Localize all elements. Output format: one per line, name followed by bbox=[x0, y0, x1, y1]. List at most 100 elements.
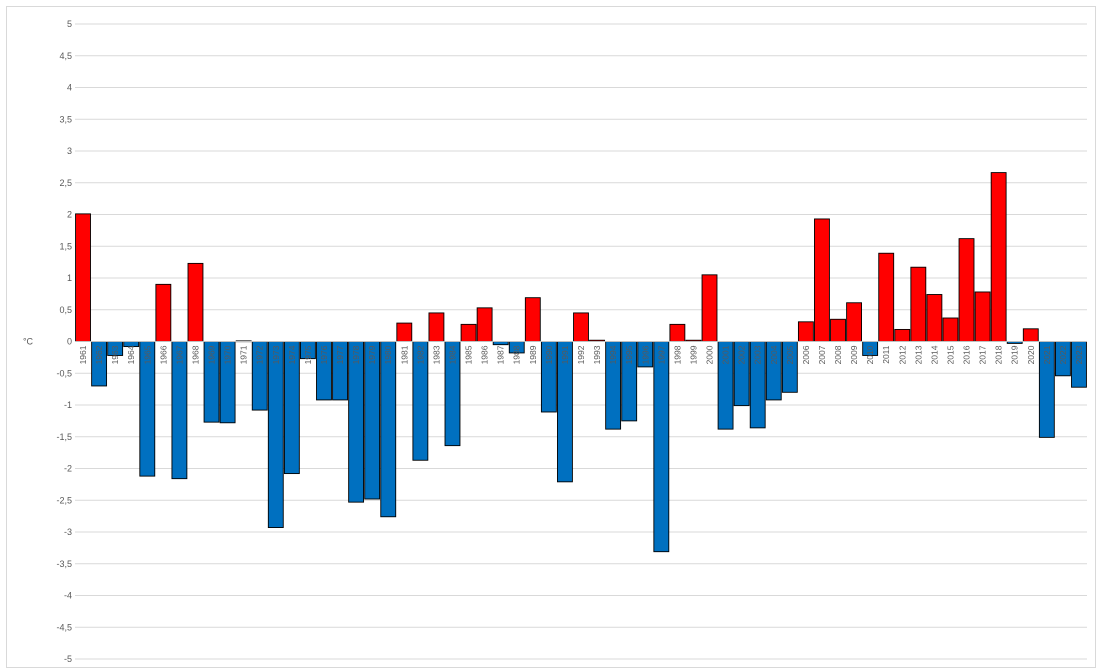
y-tick-label: 5 bbox=[67, 19, 72, 29]
y-tick-label: -0,5 bbox=[56, 368, 72, 378]
bar-2006 bbox=[797, 321, 814, 342]
bar-1986 bbox=[476, 307, 493, 342]
x-tick-label: 2016 bbox=[962, 345, 972, 364]
x-tick-label: 2004 bbox=[769, 345, 779, 364]
x-tick-label: 1981 bbox=[399, 345, 409, 364]
y-tick-label: 3,5 bbox=[59, 114, 72, 124]
bar-1968 bbox=[187, 262, 204, 342]
x-tick-label: 2005 bbox=[785, 345, 795, 364]
y-tick-label: -1,5 bbox=[56, 432, 72, 442]
x-tick-label: 1989 bbox=[528, 345, 538, 364]
x-tick-label: 2002 bbox=[737, 345, 747, 364]
x-tick-label: 1975 bbox=[303, 345, 313, 364]
x-tick-label: 1969 bbox=[207, 345, 217, 364]
x-tick-label: 1966 bbox=[158, 345, 168, 364]
y-tick-label: 4 bbox=[67, 83, 72, 93]
x-tick-label: 1995 bbox=[624, 345, 634, 364]
bar-1978 bbox=[348, 341, 365, 503]
bar-2014 bbox=[926, 294, 943, 342]
x-tick-label: 2014 bbox=[929, 345, 939, 364]
x-tick-label: 1996 bbox=[640, 345, 650, 364]
x-tick-label: 2007 bbox=[817, 345, 827, 364]
bar-2000 bbox=[701, 274, 718, 342]
bar-1992 bbox=[573, 312, 589, 342]
x-tick-label: 1974 bbox=[287, 345, 297, 364]
x-tick-label: 1963 bbox=[110, 345, 120, 364]
x-tick-label: 1972 bbox=[255, 345, 265, 364]
x-tick-label: 1997 bbox=[656, 345, 666, 364]
y-tick-label: -4 bbox=[64, 591, 72, 601]
x-tick-label: 2011 bbox=[881, 345, 891, 364]
y-axis: 5 4,5 4 3,5 3 2,5 2 1,5 1 0,5 0 -0,5 -1 -1,5 -2 -2,5 -3 -… bbox=[56, 19, 72, 664]
x-tick-label: 1999 bbox=[688, 345, 698, 364]
y-tick-label: -3,5 bbox=[56, 559, 72, 569]
x-tick-label: 2000 bbox=[705, 345, 715, 364]
x-tick-label: 1980 bbox=[383, 345, 393, 364]
y-tick-label: 4,5 bbox=[59, 51, 72, 61]
y-tick-label: 1 bbox=[67, 273, 72, 283]
x-tick-label: 2012 bbox=[897, 345, 907, 364]
x-tick-label: 1976 bbox=[319, 345, 329, 364]
bar-2016 bbox=[958, 238, 975, 342]
y-tick-label: 3 bbox=[67, 146, 72, 156]
x-tick-label: 1977 bbox=[335, 345, 345, 364]
bar-1983 bbox=[428, 312, 445, 342]
x-tick-label: 2006 bbox=[801, 345, 811, 364]
x-tick-label: 1983 bbox=[431, 345, 441, 364]
y-tick-label: -4,5 bbox=[56, 622, 72, 632]
x-tick-label: 2008 bbox=[833, 345, 843, 364]
x-tick-label: 2022 bbox=[1058, 345, 1068, 364]
x-axis: 1961 1962 1963 1964 1965 1966 1967 1968 1969 1970… bbox=[78, 345, 1084, 364]
x-tick-label: 1965 bbox=[142, 345, 152, 364]
bar-2013 bbox=[910, 266, 927, 342]
y-tick-label: 0 bbox=[67, 337, 72, 347]
x-tick-label: 1967 bbox=[174, 345, 184, 364]
y-tick-label: -1 bbox=[64, 400, 72, 410]
x-tick-label: 1984 bbox=[447, 345, 457, 364]
x-tick-label: 1961 bbox=[78, 345, 88, 364]
bar-1998 bbox=[669, 323, 686, 342]
bar-2009 bbox=[846, 302, 862, 342]
x-tick-label: 1992 bbox=[576, 345, 586, 364]
bar-2011 bbox=[878, 252, 895, 342]
y-tick-label: 0,5 bbox=[59, 305, 72, 315]
x-tick-label: 2003 bbox=[753, 345, 763, 364]
bar-2012 bbox=[894, 328, 911, 342]
bar-2007 bbox=[814, 218, 830, 342]
bar-1997 bbox=[653, 341, 670, 553]
gridlines bbox=[75, 23, 1087, 660]
x-tick-label: 1986 bbox=[480, 345, 490, 364]
x-tick-label: 1988 bbox=[512, 345, 522, 364]
x-tick-label: 2017 bbox=[978, 345, 988, 364]
x-tick-label: 1994 bbox=[608, 345, 618, 364]
bars bbox=[75, 172, 1087, 553]
x-tick-label: 1979 bbox=[367, 345, 377, 364]
y-tick-label: -2,5 bbox=[56, 495, 72, 505]
x-tick-label: 1970 bbox=[223, 345, 233, 364]
x-tick-label: 1962 bbox=[94, 345, 104, 364]
bar-1989 bbox=[524, 297, 541, 342]
x-tick-label: 2019 bbox=[1010, 345, 1020, 364]
x-tick-label: 1982 bbox=[415, 345, 425, 364]
y-axis-label: °C bbox=[23, 337, 34, 347]
x-tick-label: 2001 bbox=[721, 345, 731, 364]
bar-2017 bbox=[974, 291, 991, 342]
y-tick-label: 2,5 bbox=[59, 178, 72, 188]
x-tick-label: 1991 bbox=[560, 345, 570, 364]
y-tick-label: 1,5 bbox=[59, 241, 72, 251]
bar-1980 bbox=[380, 341, 397, 518]
x-tick-label: 1978 bbox=[351, 345, 361, 364]
y-tick-label: 2 bbox=[67, 210, 72, 220]
x-tick-label: 2015 bbox=[945, 345, 955, 364]
x-tick-label: 1985 bbox=[464, 345, 474, 364]
bar-2020 bbox=[1022, 328, 1039, 342]
bar-2008 bbox=[830, 318, 846, 342]
y-tick-label: -5 bbox=[64, 654, 72, 664]
x-tick-label: 1987 bbox=[496, 345, 506, 364]
bar-2018 bbox=[990, 172, 1007, 342]
bar-1981 bbox=[396, 322, 413, 342]
x-tick-label: 1971 bbox=[239, 345, 249, 364]
x-tick-label: 1998 bbox=[672, 345, 682, 364]
x-tick-label: 2018 bbox=[994, 345, 1004, 364]
